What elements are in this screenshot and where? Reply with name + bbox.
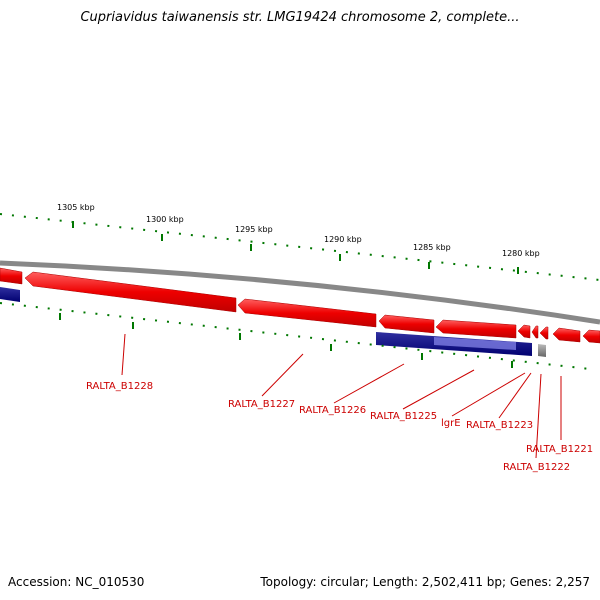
genome-summary: Topology: circular; Length: 2,502,411 bp… <box>260 575 590 589</box>
gene-label: RALTA_B1227 <box>228 399 295 410</box>
gene-label: RALTA_B1228 <box>86 381 153 392</box>
ruler-tick-label: 1295 kbp <box>235 225 273 234</box>
outer-ruler <box>0 213 600 281</box>
feature-highlight <box>434 337 516 350</box>
gene-label: RALTA_B1221 <box>526 444 593 455</box>
backbone-track <box>0 260 600 325</box>
gene-labels: RALTA_B1228 RALTA_B1227 RALTA_B1226 RALT… <box>86 381 593 473</box>
leader-line <box>451 372 526 417</box>
gene-arrow <box>582 329 600 344</box>
forward-strand <box>0 267 600 344</box>
inner-ruler <box>0 302 591 370</box>
ruler-tick-label: 1300 kbp <box>146 215 184 224</box>
ruler-labels: 1305 kbp 1300 kbp 1295 kbp 1290 kbp 1285… <box>57 203 540 258</box>
feature-block <box>0 287 20 302</box>
leader-line <box>535 373 542 459</box>
leader-line <box>402 369 475 410</box>
gene-arrow <box>435 319 517 339</box>
gene-arrow <box>531 325 539 339</box>
leader-line <box>333 363 405 404</box>
gene-label: RALTA_B1222 <box>503 462 570 473</box>
leader-line <box>261 353 304 397</box>
map-title: Cupriavidus taiwanensis str. LMG19424 ch… <box>80 10 520 25</box>
feature-track <box>0 287 546 357</box>
gene-label: lgrE <box>441 418 461 429</box>
leader-line <box>498 372 532 419</box>
gene-arrow <box>24 271 237 313</box>
ruler-tick-label: 1285 kbp <box>413 243 451 252</box>
accession-text: Accession: NC_010530 <box>8 575 145 589</box>
gene-arrow <box>552 327 581 343</box>
ruler-tick-label: 1305 kbp <box>57 203 95 212</box>
gene-arrow <box>539 326 549 340</box>
leader-line <box>121 333 126 376</box>
gene-arrow <box>0 267 23 285</box>
label-leaders <box>121 333 562 459</box>
gene-arrow <box>517 324 531 339</box>
feature-block <box>538 344 546 357</box>
gene-label: RALTA_B1226 <box>299 405 366 416</box>
gene-arrow <box>378 314 435 334</box>
gene-label: RALTA_B1223 <box>466 420 533 431</box>
gene-label: RALTA_B1225 <box>370 411 437 422</box>
ruler-tick-label: 1280 kbp <box>502 249 540 258</box>
gene-arrow <box>237 298 377 328</box>
ruler-tick-label: 1290 kbp <box>324 235 362 244</box>
